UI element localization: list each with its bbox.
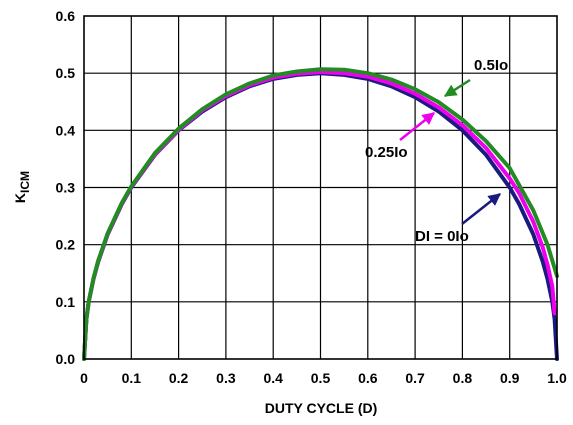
series-line-0-25io (82, 70, 557, 361)
y-tick-label-0: 0.0 (56, 351, 76, 367)
annotation-label-di-0io: DI = 0Io (415, 228, 469, 245)
series-lines (82, 67, 559, 361)
y-tick-label-6: 0.6 (56, 8, 76, 24)
y-tick-label-5: 0.5 (56, 65, 76, 81)
x-tick-label-7: 0.7 (405, 370, 425, 386)
y-tick-label-1: 0.1 (56, 294, 76, 310)
y-axis-title-text: KICM (12, 171, 32, 203)
x-tick-label-8: 0.8 (453, 370, 473, 386)
x-tick-label-10: 1.0 (547, 370, 567, 386)
x-tick-label-6: 0.6 (358, 370, 378, 386)
x-tick-label-5: 0.5 (311, 370, 331, 386)
annotation-arrow-di-0io (461, 193, 501, 225)
annotations: 0.5Io 0.25Io DI = 0Io (365, 57, 508, 245)
y-axis-title-main: K (12, 193, 28, 203)
annotation-label-0-25io: 0.25Io (365, 144, 408, 161)
annotation-arrow-0-5io (443, 78, 471, 98)
x-tick-label-4: 0.4 (263, 370, 283, 386)
x-tick-label-3: 0.3 (216, 370, 236, 386)
annotation-label-0-5io: 0.5Io (474, 57, 508, 74)
y-tick-label-2: 0.2 (56, 237, 76, 253)
y-axis-title-subscript: ICM (18, 171, 32, 193)
x-tick-label-2: 0.2 (169, 370, 189, 386)
series-line-0-5io (82, 67, 559, 361)
y-tick-label-3: 0.3 (56, 180, 76, 196)
y-axis-title: KICM (12, 171, 32, 203)
plot-border (83, 15, 558, 360)
x-tick-label-0: 0 (80, 370, 88, 386)
annotation-arrow-0-25io (399, 112, 435, 141)
x-axis-title: DUTY CYCLE (D) (265, 400, 378, 416)
tick-labels: 0 0.1 0.2 0.3 0.4 0.5 0.6 0.7 0.8 0.9 1.0 0.0 0.1 0.2… (56, 8, 567, 386)
x-tick-label-9: 0.9 (500, 370, 520, 386)
x-tick-label-1: 0.1 (122, 370, 142, 386)
plot-frame (83, 15, 558, 360)
y-tick-label-4: 0.4 (56, 122, 76, 138)
